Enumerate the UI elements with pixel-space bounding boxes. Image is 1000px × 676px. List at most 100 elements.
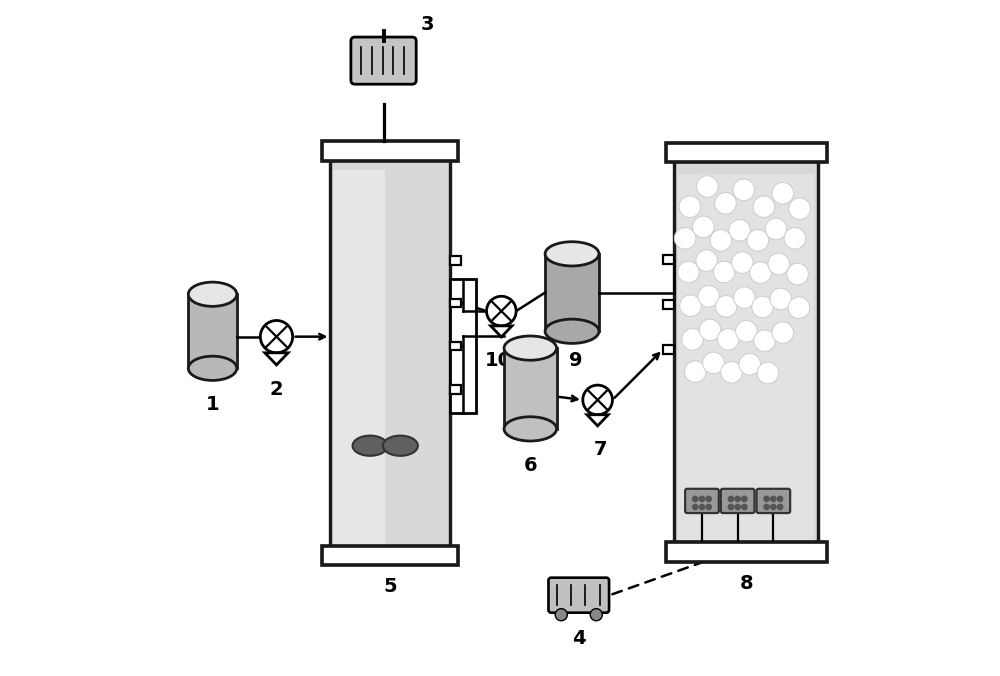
Circle shape [770, 504, 777, 510]
Circle shape [753, 196, 775, 218]
Circle shape [739, 354, 761, 375]
Circle shape [777, 496, 783, 502]
Circle shape [750, 262, 771, 283]
Circle shape [741, 496, 748, 502]
Bar [188, 294, 237, 368]
Circle shape [788, 297, 810, 318]
Circle shape [747, 230, 769, 251]
Circle shape [733, 179, 754, 201]
Text: 8: 8 [739, 574, 753, 593]
Ellipse shape [188, 282, 237, 306]
Circle shape [741, 504, 748, 510]
FancyBboxPatch shape [685, 489, 719, 513]
Circle shape [757, 362, 779, 384]
Circle shape [590, 608, 602, 621]
Circle shape [736, 320, 757, 342]
Text: 2: 2 [270, 381, 283, 400]
Bar [663, 345, 674, 354]
Circle shape [734, 504, 741, 510]
Circle shape [772, 183, 794, 204]
Ellipse shape [545, 319, 599, 343]
Text: 1: 1 [206, 395, 219, 414]
Circle shape [752, 296, 773, 318]
Ellipse shape [504, 417, 557, 441]
Bar [663, 255, 674, 264]
Circle shape [728, 496, 734, 502]
Bar [322, 546, 458, 565]
Circle shape [693, 216, 714, 238]
Circle shape [734, 287, 755, 308]
Circle shape [770, 496, 777, 502]
Circle shape [674, 228, 696, 249]
Circle shape [705, 504, 712, 510]
Circle shape [713, 261, 735, 283]
Bar [504, 348, 557, 429]
Bar [322, 141, 458, 161]
Circle shape [260, 320, 293, 353]
Text: 3: 3 [421, 16, 434, 34]
FancyBboxPatch shape [351, 37, 416, 84]
Circle shape [487, 296, 516, 326]
Circle shape [710, 230, 732, 251]
Circle shape [732, 252, 753, 273]
Text: 7: 7 [594, 440, 608, 459]
Circle shape [682, 329, 703, 350]
Bar [663, 300, 674, 309]
Bar [674, 158, 818, 547]
Circle shape [734, 496, 741, 502]
Text: 6: 6 [523, 456, 537, 475]
Circle shape [784, 228, 806, 249]
Ellipse shape [383, 435, 418, 456]
Circle shape [680, 295, 701, 316]
Circle shape [770, 288, 792, 310]
Circle shape [715, 193, 736, 214]
Circle shape [583, 385, 612, 415]
Bar [450, 279, 476, 414]
Bar [330, 156, 450, 550]
Bar [545, 254, 599, 331]
Polygon shape [491, 326, 512, 337]
Circle shape [772, 322, 794, 343]
Circle shape [696, 250, 717, 271]
Circle shape [789, 198, 810, 220]
Circle shape [717, 329, 739, 350]
Circle shape [754, 330, 775, 352]
Circle shape [787, 263, 808, 285]
Circle shape [555, 608, 567, 621]
Bar [666, 143, 827, 162]
Circle shape [692, 496, 699, 502]
Circle shape [728, 504, 734, 510]
FancyBboxPatch shape [548, 578, 609, 612]
Ellipse shape [353, 435, 388, 456]
Bar [678, 174, 814, 543]
Circle shape [777, 504, 783, 510]
Bar [333, 170, 385, 548]
Bar [450, 299, 461, 308]
Circle shape [721, 362, 742, 383]
Ellipse shape [188, 356, 237, 381]
Circle shape [703, 352, 724, 374]
Circle shape [679, 196, 701, 218]
Circle shape [705, 496, 712, 502]
Text: 10: 10 [485, 352, 512, 370]
Circle shape [763, 496, 770, 502]
FancyBboxPatch shape [756, 489, 790, 513]
Circle shape [698, 285, 719, 307]
Circle shape [678, 261, 699, 283]
FancyBboxPatch shape [721, 489, 754, 513]
Circle shape [729, 220, 750, 241]
Circle shape [765, 218, 787, 240]
Circle shape [692, 504, 699, 510]
Circle shape [699, 504, 705, 510]
Circle shape [715, 295, 737, 317]
Polygon shape [587, 415, 608, 426]
Ellipse shape [545, 242, 599, 266]
Circle shape [697, 176, 718, 197]
Circle shape [763, 504, 770, 510]
Bar [450, 341, 461, 350]
Text: 5: 5 [383, 577, 397, 596]
Text: 4: 4 [572, 629, 586, 648]
Ellipse shape [504, 336, 557, 360]
Circle shape [768, 254, 789, 274]
Polygon shape [265, 353, 288, 365]
